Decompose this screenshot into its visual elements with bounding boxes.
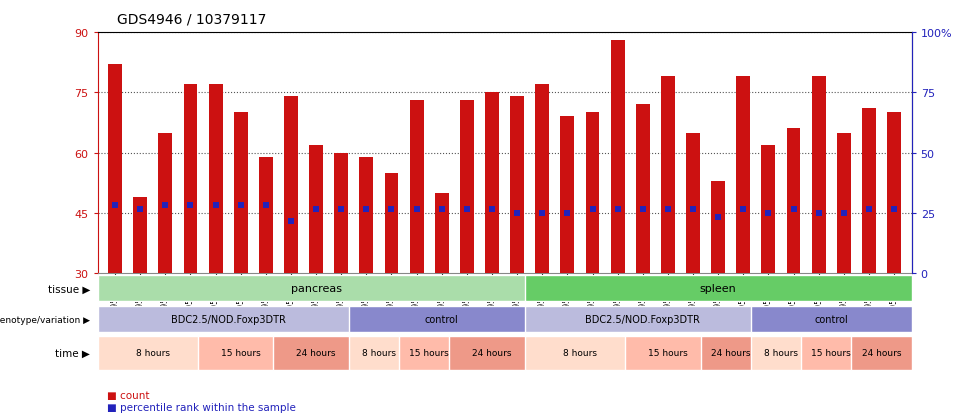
Bar <box>273 337 359 370</box>
Bar <box>349 337 410 370</box>
Text: 8 hours: 8 hours <box>362 349 396 358</box>
Text: pancreas: pancreas <box>291 284 341 294</box>
Bar <box>399 337 459 370</box>
Bar <box>851 337 912 370</box>
Text: 15 hours: 15 hours <box>811 349 851 358</box>
Bar <box>108 65 122 273</box>
Bar <box>460 101 474 273</box>
Bar <box>701 337 760 370</box>
Bar <box>661 77 675 273</box>
Text: ■ count: ■ count <box>107 390 150 400</box>
Text: 8 hours: 8 hours <box>563 349 597 358</box>
Bar <box>284 97 298 273</box>
Bar <box>801 337 861 370</box>
Bar <box>535 85 549 273</box>
Bar <box>751 337 811 370</box>
Bar <box>761 145 775 273</box>
Bar <box>198 337 284 370</box>
Text: 24 hours: 24 hours <box>472 349 512 358</box>
Text: 24 hours: 24 hours <box>296 349 335 358</box>
Text: control: control <box>814 314 848 324</box>
Bar <box>736 77 750 273</box>
Bar <box>349 306 534 332</box>
Bar <box>887 113 901 273</box>
Bar <box>384 173 399 273</box>
Bar <box>449 337 534 370</box>
Bar <box>812 77 826 273</box>
Bar <box>525 306 760 332</box>
Bar <box>486 93 499 273</box>
Text: 15 hours: 15 hours <box>410 349 449 358</box>
Bar <box>510 97 524 273</box>
Bar <box>586 113 600 273</box>
Text: 8 hours: 8 hours <box>136 349 170 358</box>
Bar <box>259 157 273 273</box>
Bar <box>561 117 574 273</box>
Text: control: control <box>425 314 458 324</box>
Bar <box>209 85 222 273</box>
Text: spleen: spleen <box>700 284 736 294</box>
Text: BDC2.5/NOD.Foxp3DTR: BDC2.5/NOD.Foxp3DTR <box>585 314 700 324</box>
Bar <box>234 113 248 273</box>
Text: 15 hours: 15 hours <box>221 349 260 358</box>
Bar <box>787 129 800 273</box>
Bar <box>360 157 373 273</box>
Bar <box>610 41 625 273</box>
Bar <box>525 337 636 370</box>
Bar <box>309 145 323 273</box>
Bar <box>636 105 649 273</box>
Bar <box>158 133 173 273</box>
Bar <box>334 153 348 273</box>
Bar <box>525 276 912 301</box>
Text: 8 hours: 8 hours <box>764 349 798 358</box>
Bar <box>686 133 700 273</box>
Text: 24 hours: 24 hours <box>711 349 751 358</box>
Text: 15 hours: 15 hours <box>648 349 687 358</box>
Bar <box>98 276 534 301</box>
Text: GDS4946 / 10379117: GDS4946 / 10379117 <box>117 13 266 27</box>
Bar <box>183 85 197 273</box>
Bar <box>410 101 423 273</box>
Text: 24 hours: 24 hours <box>862 349 901 358</box>
Bar <box>98 337 208 370</box>
Bar <box>134 197 147 273</box>
Text: ■ percentile rank within the sample: ■ percentile rank within the sample <box>107 402 296 412</box>
Bar <box>751 306 912 332</box>
Bar <box>625 337 711 370</box>
Text: tissue ▶: tissue ▶ <box>48 284 90 294</box>
Bar <box>711 181 725 273</box>
Bar <box>435 193 449 273</box>
Bar <box>862 109 876 273</box>
Bar <box>98 306 359 332</box>
Text: genotype/variation ▶: genotype/variation ▶ <box>0 315 90 324</box>
Text: BDC2.5/NOD.Foxp3DTR: BDC2.5/NOD.Foxp3DTR <box>171 314 286 324</box>
Bar <box>837 133 851 273</box>
Text: time ▶: time ▶ <box>55 348 90 358</box>
